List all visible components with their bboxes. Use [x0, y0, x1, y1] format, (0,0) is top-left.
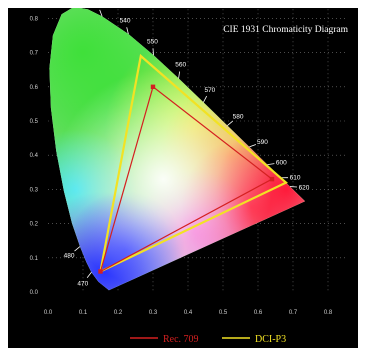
- x-tick-label: 0.8: [324, 310, 333, 316]
- x-axis-ticks: 0.0 0.1 0.2 0.3 0.4 0.5 0.6 0.7 0.8: [44, 310, 333, 316]
- wavelength-tick-marks: [70, 0, 298, 279]
- wavelength-tick: [249, 144, 257, 148]
- wavelength-tick: [227, 120, 233, 126]
- chart-area: 0.0 0.1 0.2 0.3 0.4 0.5 0.6 0.7 0.8 0.0 0.1 0.2 0.3…: [8, 0, 358, 348]
- wavelength-tick: [152, 48, 154, 56]
- cie-chromaticity-chart: 0.0 0.1 0.2 0.3 0.4 0.5 0.6 0.7 0.8 0.0 0.1 0.2 0.3…: [30, 0, 349, 345]
- y-tick-label: 0.8: [30, 16, 39, 22]
- wavelength-label: 560: [175, 62, 186, 69]
- x-tick-label: 0.1: [79, 310, 88, 316]
- wavelength-label: 550: [147, 38, 158, 45]
- x-tick-label: 0.4: [184, 310, 193, 316]
- x-tick-label: 0.7: [289, 310, 298, 316]
- wavelength-label: 600: [276, 160, 287, 167]
- gamut-triangle-dci-p3: [99, 53, 288, 274]
- wavelength-tick: [86, 271, 92, 279]
- wavelength-label: 470: [77, 280, 88, 287]
- chart-title: CIE 1931 Chromaticity Diagram: [223, 25, 348, 35]
- y-axis-ticks: 0.0 0.1 0.2 0.3 0.4 0.5 0.6 0.7 0.8: [30, 16, 39, 296]
- wavelength-label: 480: [64, 252, 75, 259]
- gamut-triangles: [98, 53, 288, 274]
- wavelength-tick: [126, 27, 129, 35]
- wavelength-tick: [178, 71, 181, 79]
- y-tick-label: 0.3: [30, 187, 39, 193]
- wavelength-tick: [203, 95, 208, 103]
- y-tick-label: 0.7: [30, 51, 39, 57]
- wavelength-label: 620: [299, 184, 310, 191]
- x-tick-label: 0.0: [44, 310, 53, 316]
- y-tick-label: 0.1: [30, 256, 39, 262]
- primary-point-rec709: [269, 176, 275, 182]
- wavelength-tick: [99, 9, 103, 17]
- y-tick-label: 0.2: [30, 222, 39, 228]
- wavelength-tick: [267, 163, 275, 166]
- legend-label-rec709: Rec. 709: [163, 334, 199, 345]
- wavelength-label: 590: [257, 139, 268, 146]
- spectral-locus: [49, 6, 306, 291]
- x-tick-label: 0.5: [219, 310, 228, 316]
- x-tick-label: 0.3: [149, 310, 158, 316]
- y-tick-label: 0.5: [30, 119, 39, 125]
- y-tick-label: 0.6: [30, 85, 39, 91]
- wavelength-tick: [74, 246, 81, 252]
- wavelength-label: 610: [290, 175, 301, 182]
- x-tick-label: 0.2: [114, 310, 123, 316]
- primary-point-rec709: [150, 84, 156, 89]
- legend-label-dci-p3: DCI-P3: [255, 334, 286, 345]
- y-tick-label: 0.0: [30, 290, 39, 296]
- wavelength-label: 580: [233, 114, 244, 121]
- wavelength-label: 570: [204, 87, 215, 94]
- wavelength-label: 540: [120, 17, 131, 24]
- y-tick-label: 0.4: [30, 153, 39, 159]
- primary-point-rec709: [98, 269, 103, 274]
- x-tick-label: 0.6: [254, 310, 263, 316]
- legend: Rec. 709 DCI-P3: [130, 334, 286, 345]
- gamut-triangle-rec709: [99, 85, 274, 273]
